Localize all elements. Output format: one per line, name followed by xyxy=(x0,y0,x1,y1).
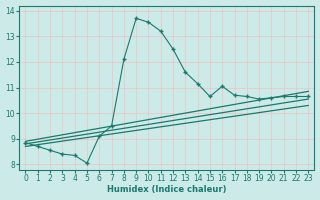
X-axis label: Humidex (Indice chaleur): Humidex (Indice chaleur) xyxy=(107,185,227,194)
